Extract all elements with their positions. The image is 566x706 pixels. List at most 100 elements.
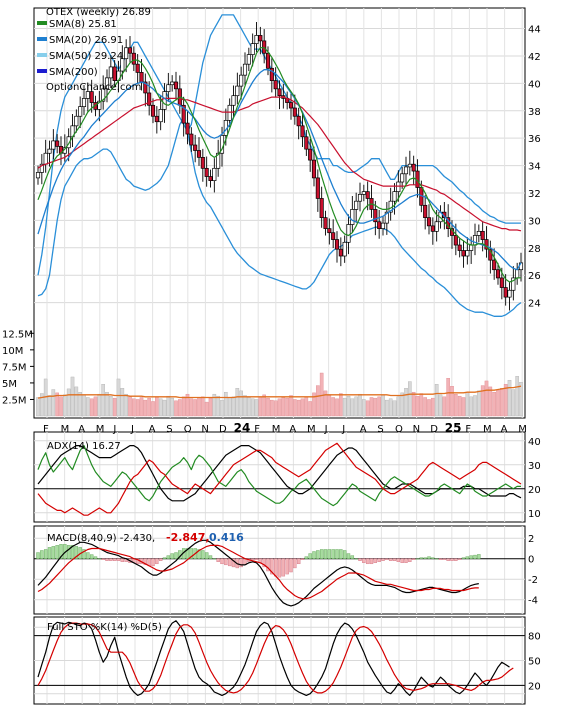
candlestick bbox=[430, 217, 435, 245]
candle-body bbox=[246, 54, 251, 65]
volume-bar bbox=[293, 399, 297, 417]
macd-histogram-bar bbox=[197, 549, 201, 559]
volume-bar bbox=[511, 389, 516, 417]
candle-body bbox=[66, 136, 71, 149]
volume-bar bbox=[273, 400, 278, 417]
volume-bar bbox=[484, 380, 489, 417]
macd-histogram-bar bbox=[43, 549, 48, 559]
candlestick bbox=[288, 92, 294, 120]
candlestick bbox=[304, 129, 309, 156]
volume-bar bbox=[55, 392, 59, 417]
candlestick bbox=[511, 266, 516, 301]
indicator-tick-label: 2 bbox=[528, 534, 534, 545]
legend-sma20-swatch bbox=[37, 37, 47, 41]
price-tick-label: 26 bbox=[528, 271, 541, 282]
candlestick bbox=[135, 54, 140, 85]
volume-bar bbox=[461, 397, 466, 417]
candlestick bbox=[400, 166, 405, 189]
macd-histogram-bar bbox=[270, 558, 274, 575]
macd-histogram-bar bbox=[339, 549, 343, 559]
macd-histogram-bar bbox=[208, 555, 213, 559]
volume-bar bbox=[300, 398, 305, 417]
volume-bar bbox=[70, 376, 75, 417]
candle-body bbox=[200, 157, 205, 169]
volume-bar bbox=[128, 396, 132, 417]
candlestick bbox=[331, 219, 336, 249]
candle-body bbox=[196, 150, 202, 158]
candle-body bbox=[331, 232, 336, 240]
candlestick bbox=[465, 237, 470, 265]
macd-histogram-bar bbox=[327, 549, 332, 559]
candle-body bbox=[342, 241, 347, 257]
candlestick bbox=[212, 158, 217, 193]
volume-bar bbox=[116, 378, 121, 417]
candlestick bbox=[189, 127, 194, 152]
candle-body bbox=[39, 163, 44, 173]
month-tick-label: A bbox=[149, 424, 156, 435]
macd-histogram-bar bbox=[434, 558, 439, 560]
candle-body bbox=[392, 191, 397, 202]
candle-body bbox=[315, 177, 320, 199]
macd-series-line bbox=[37, 539, 479, 607]
macd-histogram-bar bbox=[415, 558, 420, 560]
month-tick-label: 25 bbox=[445, 421, 462, 435]
volume-bar bbox=[212, 393, 217, 417]
price-legend: OTEX (weekly) 26.89 SMA(8) 25.81 SMA(20)… bbox=[37, 7, 151, 93]
volume-bar bbox=[178, 399, 182, 417]
candlestick bbox=[488, 240, 493, 274]
candlestick bbox=[204, 156, 209, 187]
candle-body bbox=[350, 209, 355, 225]
macd-histogram-bar bbox=[362, 558, 366, 564]
candlestick bbox=[35, 165, 41, 185]
candlestick bbox=[484, 226, 489, 258]
macd-histogram-bar bbox=[277, 558, 282, 578]
legend-sma50-swatch bbox=[37, 53, 47, 57]
candle-body bbox=[338, 248, 343, 257]
candle-body bbox=[189, 133, 194, 146]
volume-bar bbox=[519, 382, 523, 417]
volume-bar bbox=[289, 395, 293, 417]
candlestick bbox=[338, 237, 343, 267]
month-tick-label: O bbox=[184, 424, 192, 435]
volume-tick-label: 10M bbox=[2, 346, 23, 357]
volume-bar bbox=[507, 380, 512, 417]
volume-bar bbox=[327, 395, 332, 417]
macd-histogram-bar bbox=[296, 558, 301, 565]
macd-histogram-bar bbox=[323, 549, 328, 559]
candle-body bbox=[150, 104, 156, 117]
candle-body bbox=[384, 211, 389, 224]
volume-bar bbox=[473, 395, 477, 417]
volume-bar bbox=[63, 394, 67, 417]
candle-body bbox=[396, 181, 401, 192]
macd-histogram-bar bbox=[170, 553, 174, 559]
macd-histogram-bar bbox=[335, 549, 339, 559]
candlestick bbox=[457, 238, 462, 258]
macd-histogram-bar bbox=[331, 549, 335, 559]
candlestick bbox=[39, 154, 44, 185]
volume-bar bbox=[270, 399, 274, 417]
volume-bar bbox=[492, 391, 496, 417]
candle-body bbox=[208, 176, 213, 181]
volume-tick-label: 2.5M bbox=[2, 395, 27, 406]
candle-body bbox=[277, 88, 282, 97]
month-tick-label: M bbox=[518, 424, 527, 435]
volume-bar bbox=[457, 395, 462, 417]
volume-bar bbox=[450, 386, 454, 417]
volume-bar bbox=[304, 396, 309, 417]
month-tick-label: M bbox=[61, 424, 70, 435]
candle-body bbox=[507, 289, 512, 298]
volume-bar bbox=[465, 391, 470, 417]
month-tick-label: J bbox=[341, 424, 345, 435]
month-tick-label: F bbox=[465, 424, 471, 435]
macd-histogram-bar bbox=[51, 546, 56, 559]
macd-histogram-bar bbox=[400, 558, 404, 564]
candlestick bbox=[227, 98, 232, 128]
candle-body bbox=[308, 148, 313, 161]
candle-body bbox=[426, 217, 432, 227]
adx-series-line bbox=[37, 445, 521, 507]
macd-histogram-bar bbox=[469, 555, 473, 559]
candlestick bbox=[78, 96, 83, 129]
candlestick bbox=[373, 200, 378, 236]
month-tick-label: O bbox=[395, 424, 403, 435]
